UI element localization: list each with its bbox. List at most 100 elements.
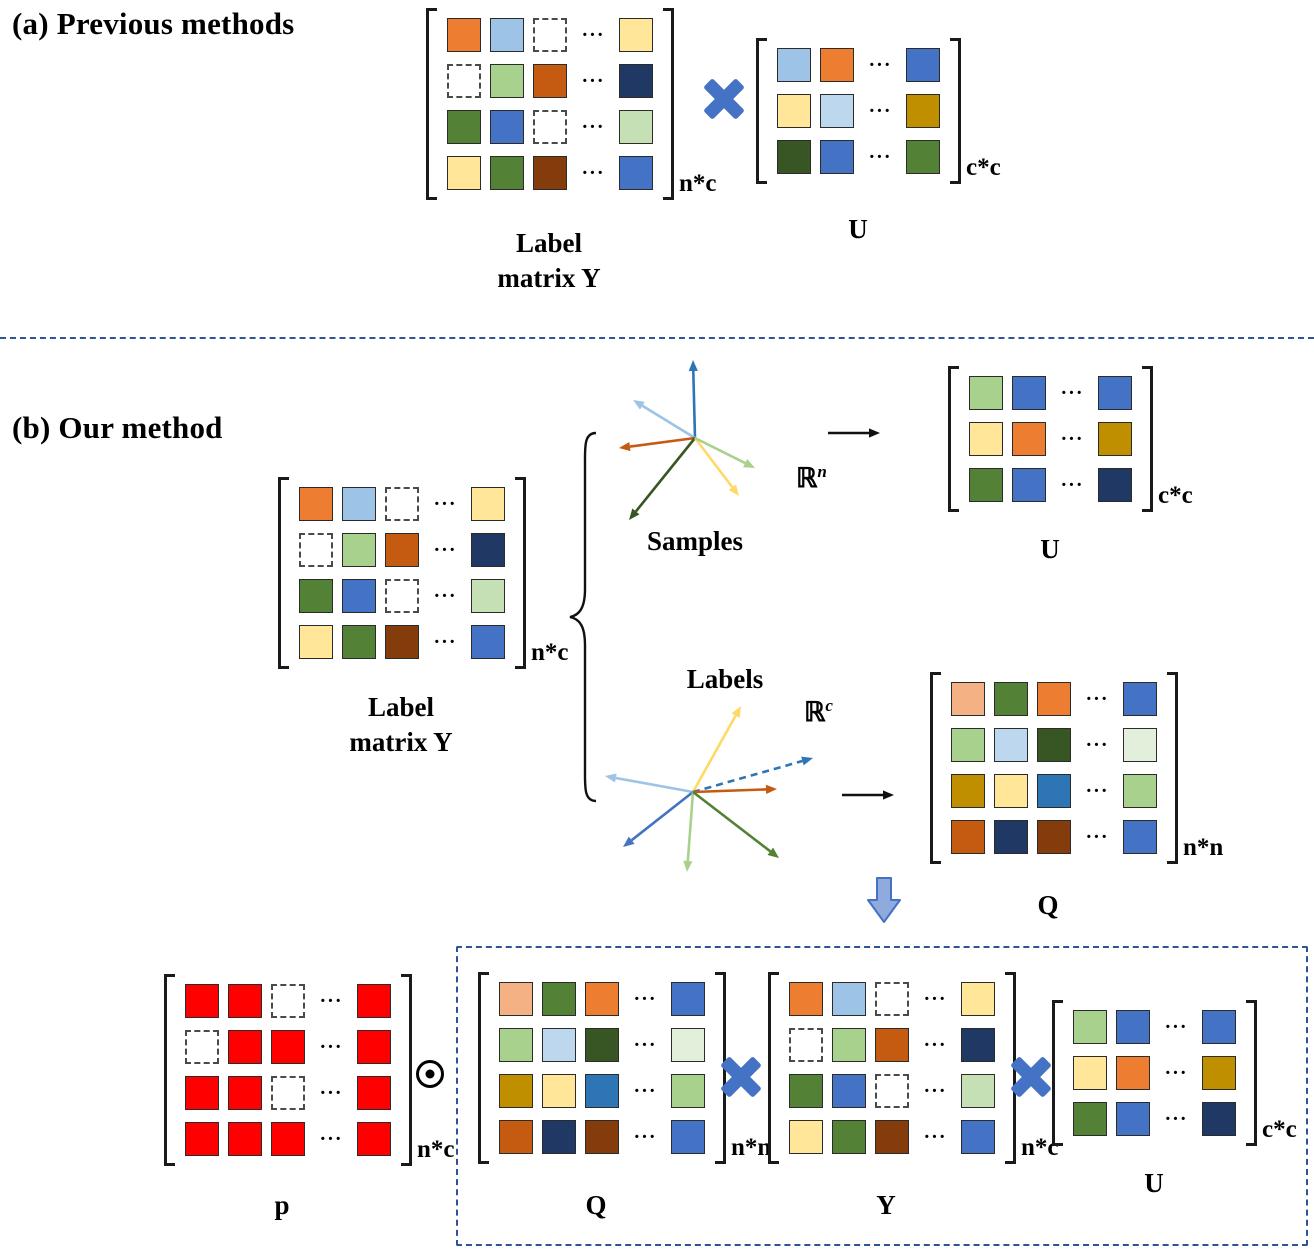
matrix-cell	[185, 984, 219, 1018]
matrix-cell	[1123, 820, 1157, 854]
matrix-row: ···	[185, 1076, 391, 1110]
matrix-cell	[994, 820, 1028, 854]
matrix-cell	[951, 728, 985, 762]
matrix-row: ···	[777, 48, 940, 82]
ellipsis: ···	[1164, 1108, 1188, 1130]
matrix-cell	[499, 1028, 533, 1062]
matrix-cell-missing	[875, 982, 909, 1016]
matrix-cell	[875, 1120, 909, 1154]
matrix-row: ···	[969, 468, 1132, 502]
matrix-q-bottom: ··· ··· ··· ··· n*n	[478, 972, 771, 1164]
matrix-cell	[789, 1074, 823, 1108]
matrix-u-a-caption: U	[848, 214, 868, 244]
space-rc-label: ℝc	[804, 696, 833, 728]
ellipsis: ···	[868, 146, 892, 168]
matrix-cell	[1073, 1010, 1107, 1044]
matrix-cell	[299, 579, 333, 613]
ellipsis: ···	[1085, 688, 1109, 710]
ellipsis: ···	[581, 162, 605, 184]
arrow-right-icon	[842, 790, 894, 800]
ellipsis: ···	[319, 1036, 343, 1058]
matrix-row: ···	[789, 1074, 995, 1108]
matrix-cell	[619, 156, 653, 190]
ellipsis: ···	[319, 990, 343, 1012]
matrix-cell	[961, 1120, 995, 1154]
bracket-left	[930, 672, 941, 864]
matrix-cell	[906, 140, 940, 174]
matrix-row: ···	[1073, 1010, 1236, 1044]
matrix-cell	[969, 422, 1003, 456]
ellipsis: ···	[633, 1034, 657, 1056]
matrix-cell	[185, 1076, 219, 1110]
matrix-cell	[299, 487, 333, 521]
matrix-row: ···	[951, 774, 1157, 808]
matrix-y-bottom: ··· ··· ··· ··· n*c	[768, 972, 1059, 1164]
matrix-label-y-b-caption: Label matrix Y	[278, 690, 524, 759]
matrix-cell	[969, 468, 1003, 502]
matrix-grid: ··· ··· ···	[1063, 1000, 1246, 1146]
blackboard-r: ℝ	[796, 463, 818, 493]
matrix-cell-missing	[271, 1076, 305, 1110]
bracket-left	[948, 366, 959, 512]
matrix-cell	[777, 48, 811, 82]
block-arrow-down-icon	[867, 877, 901, 923]
matrix-cell	[299, 625, 333, 659]
matrix-dim-cc: c*c	[966, 154, 1001, 181]
ellipsis: ···	[1085, 826, 1109, 848]
matrix-row: ···	[789, 1028, 995, 1062]
ellipsis: ···	[923, 1126, 947, 1148]
matrix-cell	[671, 1028, 705, 1062]
matrix-cell	[961, 982, 995, 1016]
matrix-cell	[1202, 1056, 1236, 1090]
matrix-cell	[777, 140, 811, 174]
matrix-dim-nn: n*n	[731, 1134, 772, 1161]
matrix-grid: ··· ··· ··· ···	[941, 672, 1167, 864]
matrix-row: ···	[1073, 1056, 1236, 1090]
hadamard-product-icon	[416, 1060, 444, 1088]
matrix-cell	[820, 94, 854, 128]
matrix-grid: ··· ··· ··· ···	[779, 972, 1005, 1164]
caption-line-1: Label	[367, 692, 434, 722]
matrix-cell	[271, 1030, 305, 1064]
bracket-right	[1142, 366, 1153, 512]
block-arrow-path	[867, 877, 901, 923]
space-superscript-c: c	[825, 696, 833, 715]
matrix-cell	[185, 1122, 219, 1156]
matrix-cell	[490, 64, 524, 98]
matrix-cell	[619, 110, 653, 144]
bracket-left	[478, 972, 489, 1164]
section-a-title: (a) Previous methods	[12, 6, 295, 41]
ellipsis: ···	[1085, 780, 1109, 802]
matrix-cell	[490, 110, 524, 144]
matrix-cell	[228, 1122, 262, 1156]
bracket-left	[164, 974, 175, 1166]
matrix-cell	[1037, 682, 1071, 716]
bracket-right	[401, 974, 412, 1166]
matrix-cell	[969, 376, 1003, 410]
bracket-right	[1167, 672, 1178, 864]
matrix-cell	[357, 984, 391, 1018]
matrix-cell	[533, 64, 567, 98]
matrix-row: ···	[789, 1120, 995, 1154]
matrix-cell-missing	[385, 579, 419, 613]
matrix-cell	[471, 625, 505, 659]
matrix-cell	[490, 156, 524, 190]
matrix-grid: ··· ··· ···	[959, 366, 1142, 512]
matrix-cell	[1098, 376, 1132, 410]
matrix-dim-cc: c*c	[1262, 1116, 1297, 1143]
matrix-cell-missing	[447, 64, 481, 98]
ellipsis: ···	[319, 1128, 343, 1150]
matrix-cell-missing	[271, 984, 305, 1018]
matrix-cell	[832, 1028, 866, 1062]
matrix-cell-missing	[789, 1028, 823, 1062]
matrix-cell	[832, 1120, 866, 1154]
matrix-u-a: ··· ··· ··· c*c	[756, 38, 1001, 184]
matrix-q-bottom-caption: Q	[585, 1190, 607, 1220]
matrix-dim-nn: n*n	[1183, 834, 1224, 861]
matrix-cell	[951, 774, 985, 808]
matrix-row: ···	[777, 140, 940, 174]
matrix-row: ···	[185, 984, 391, 1018]
matrix-cell	[357, 1030, 391, 1064]
matrix-cell	[1202, 1102, 1236, 1136]
samples-label: Samples	[646, 526, 744, 556]
